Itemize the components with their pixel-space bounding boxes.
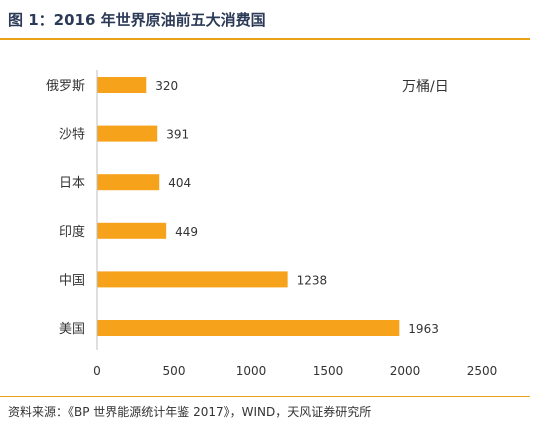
- category-label-1: 沙特: [59, 128, 85, 143]
- x-tick-label-0: 0: [93, 364, 101, 378]
- data-label-5: 1963: [408, 322, 439, 336]
- data-label-4: 1238: [297, 273, 328, 287]
- category-label-3: 印度: [59, 224, 85, 240]
- x-tick-label-2: 1000: [236, 364, 267, 378]
- data-label-2: 404: [168, 176, 191, 190]
- bar-5: [97, 320, 400, 336]
- source-rule: [0, 396, 530, 397]
- unit-label: 万桶/日: [402, 79, 449, 95]
- category-label-5: 美国: [59, 322, 85, 337]
- data-label-1: 391: [166, 128, 189, 142]
- data-label-3: 449: [175, 225, 198, 239]
- source-note: 资料来源：《BP 世界能源统计年鉴 2017》，WIND，天风证券研究所: [8, 405, 372, 419]
- x-tick-labels: 0 500 1000 1500 2000 2500: [93, 364, 497, 378]
- bar-4: [97, 271, 288, 288]
- data-label-0: 320: [155, 79, 178, 93]
- bar-3: [97, 222, 167, 239]
- title-rule: [0, 38, 530, 40]
- data-labels: 320 391 404 449 1238 1963: [155, 79, 439, 336]
- bar-2: [97, 174, 160, 191]
- figure-title: 图 1：2016 年世界原油前五大消费国: [8, 11, 266, 29]
- category-label-4: 中国: [59, 273, 85, 288]
- bar-0: [97, 77, 147, 93]
- bars-group: [97, 77, 400, 336]
- bar-1: [97, 125, 158, 142]
- category-label-2: 日本: [59, 176, 85, 191]
- x-tick-label-5: 2500: [467, 364, 498, 378]
- x-tick-label-1: 500: [163, 364, 186, 378]
- x-tick-label-4: 2000: [390, 364, 421, 378]
- x-tick-label-3: 1500: [313, 364, 344, 378]
- category-label-0: 俄罗斯: [46, 79, 85, 94]
